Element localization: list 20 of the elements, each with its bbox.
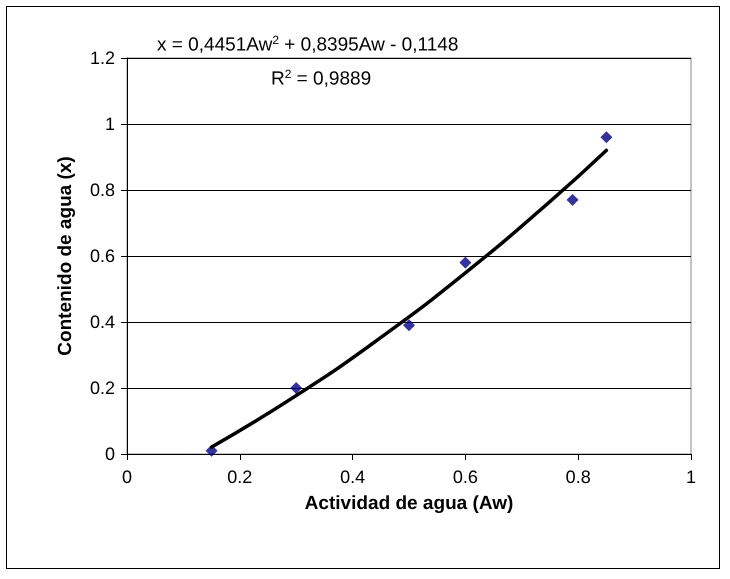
y-tick-label: 0.2 [90,378,115,398]
y-tick-label: 0.6 [90,246,115,266]
x-tick-label: 1 [686,467,696,487]
y-tick-label: 1 [104,114,115,134]
x-tick-label: 0.4 [340,467,366,487]
y-tick-label: 0.8 [90,180,115,200]
y-tick-label: 0.4 [90,312,115,332]
y-tick-label: 1.2 [90,48,115,68]
point [290,382,302,394]
x-axis-title: Actividad de agua (Aw) [304,493,514,514]
y-tick-label: 0 [104,444,115,464]
x-tick-label: 0 [122,467,132,487]
y-axis-title: Contenido de agua (x) [55,156,76,356]
point [403,319,415,332]
point [566,194,579,206]
x-tick-label: 0.8 [566,467,591,487]
x-tick-label: 0.2 [227,467,252,487]
x-tick-label: 0.6 [452,467,478,487]
point [600,131,612,144]
point [459,256,472,269]
